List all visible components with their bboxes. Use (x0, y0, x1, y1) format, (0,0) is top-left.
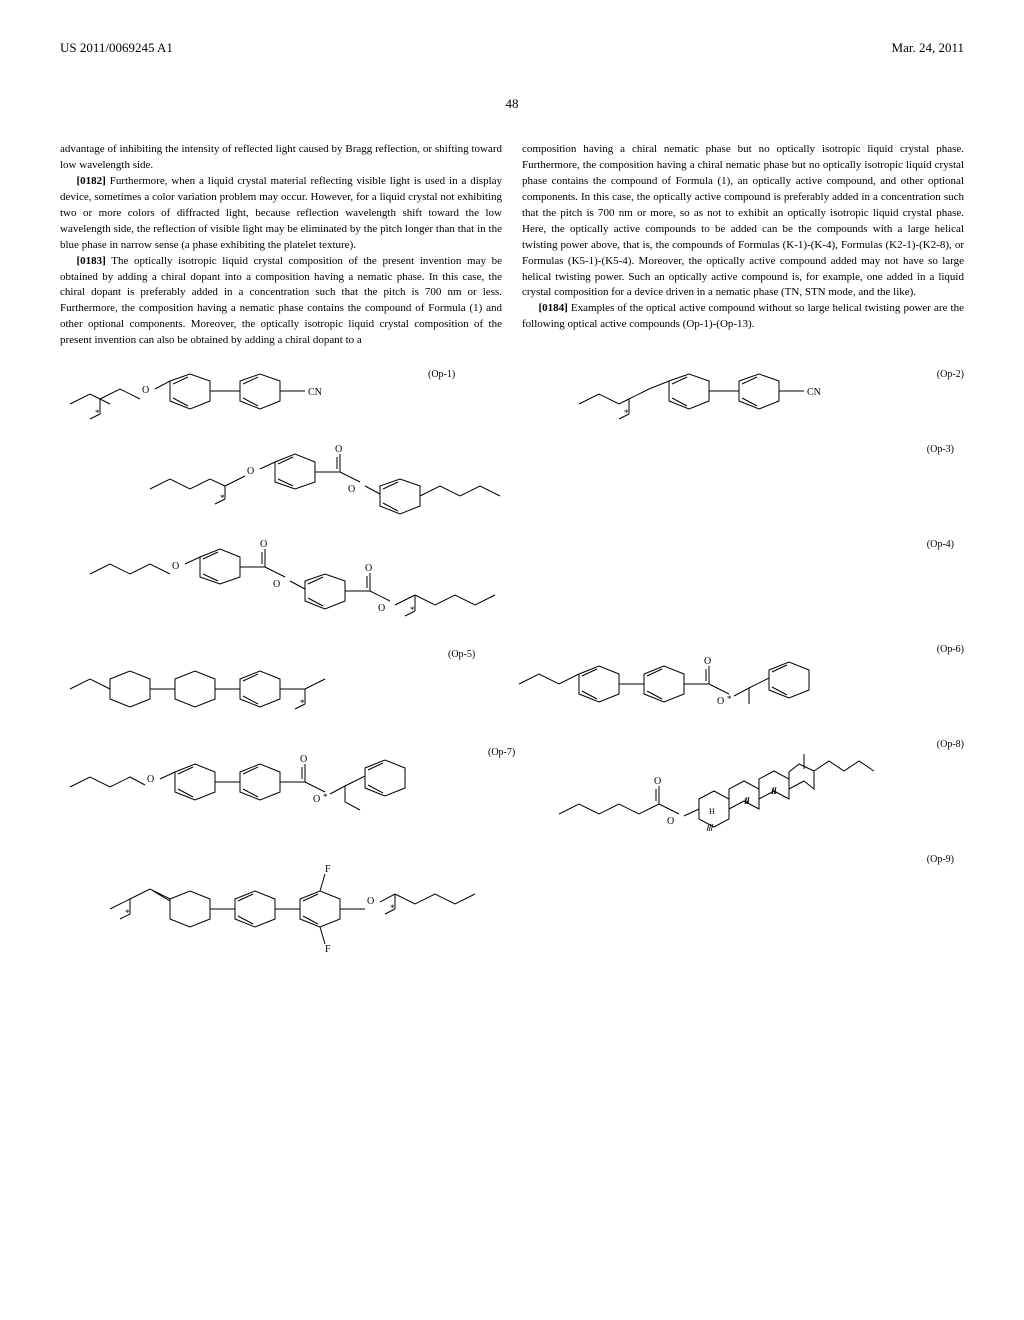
para-num-0183: [0183] (77, 255, 106, 267)
structure-row-6: * F F O * (Op-9) (60, 854, 964, 954)
structure-op7: O O O * (Op-7) (60, 747, 515, 832)
svg-text:O: O (260, 539, 267, 550)
svg-text:O: O (365, 563, 372, 574)
svg-text:CN: CN (308, 387, 322, 398)
op4-label: (Op-4) (927, 539, 954, 550)
para-num-0184: [0184] (539, 302, 568, 314)
svg-text:*: * (125, 908, 130, 918)
svg-text:O: O (367, 896, 374, 907)
op9-label: (Op-9) (927, 854, 954, 865)
chemical-structures: * O CN (Op-1) * (60, 369, 964, 954)
op9-svg: * F F O * (100, 854, 660, 954)
svg-text:*: * (95, 408, 100, 418)
op4-svg: O O O O O * (80, 539, 730, 629)
para-0183-text: The optically isotropic liquid crystal c… (60, 255, 502, 347)
structure-op2: * CN (Op-2) (569, 369, 964, 429)
svg-text:O: O (378, 603, 385, 614)
svg-text:F: F (325, 864, 331, 875)
svg-text:O: O (147, 774, 154, 785)
svg-text:*: * (727, 694, 732, 704)
structure-op4: O O O O O * (80, 539, 730, 629)
para-0184-text: Examples of the optical active compound … (522, 302, 964, 330)
structure-op5: * (Op-5) (60, 649, 475, 719)
svg-text:O: O (667, 816, 674, 827)
para-cont: advantage of inhibiting the intensity of… (60, 142, 502, 174)
structure-row-1: * O CN (Op-1) * (60, 369, 964, 429)
op3-label: (Op-3) (927, 444, 954, 455)
op2-svg: * CN (569, 369, 929, 429)
op1-label: (Op-1) (428, 369, 455, 380)
svg-text:*: * (300, 698, 305, 708)
svg-text:*: * (624, 408, 629, 418)
page-header: US 2011/0069245 A1 Mar. 24, 2011 (60, 40, 964, 56)
op6-svg: O O * (509, 644, 929, 724)
op2-label: (Op-2) (937, 369, 964, 380)
svg-text:*: * (410, 605, 415, 615)
svg-text:O: O (142, 385, 149, 396)
structure-row-3: O O O O O * (60, 539, 964, 629)
op5-svg: * (60, 649, 440, 719)
op6-label: (Op-6) (937, 644, 964, 655)
op7-svg: O O O * (60, 747, 480, 832)
structure-op6: O O * (Op-6) (509, 644, 964, 724)
structure-row-4: * (Op-5) O O * (60, 644, 964, 724)
svg-text:O: O (247, 466, 254, 477)
structure-row-2: * O O O (Op-3) (60, 444, 964, 524)
structure-row-5: O O O * (Op-7) (60, 739, 964, 839)
svg-text:O: O (273, 579, 280, 590)
svg-text:H: H (709, 807, 715, 816)
text-columns: advantage of inhibiting the intensity of… (60, 142, 964, 349)
para-0182-text: Furthermore, when a liquid crystal mater… (60, 175, 502, 251)
para-0184: [0184] Examples of the optical active co… (522, 301, 964, 333)
para-num-0182: [0182] (77, 175, 106, 187)
svg-text:*: * (220, 493, 225, 503)
structure-op1: * O CN (Op-1) (60, 369, 455, 429)
right-column: composition having a chiral nematic phas… (522, 142, 964, 349)
structure-op8: O O H H H (Op-8) (549, 739, 964, 839)
svg-text:*: * (323, 792, 328, 802)
svg-text:O: O (172, 561, 179, 572)
svg-text:O: O (300, 754, 307, 765)
op8-svg: O O H H H (549, 739, 929, 839)
op7-label: (Op-7) (488, 747, 515, 758)
header-right: Mar. 24, 2011 (892, 40, 964, 56)
op1-svg: * O CN (60, 369, 420, 429)
header-left: US 2011/0069245 A1 (60, 40, 173, 56)
op5-label: (Op-5) (448, 649, 475, 660)
para-0183: [0183] The optically isotropic liquid cr… (60, 254, 502, 350)
para-cont-2: composition having a chiral nematic phas… (522, 142, 964, 301)
op3-svg: * O O O (140, 444, 640, 524)
svg-text:O: O (704, 656, 711, 667)
svg-text:O: O (335, 444, 342, 455)
structure-op9: * F F O * (100, 854, 660, 954)
left-column: advantage of inhibiting the intensity of… (60, 142, 502, 349)
structure-op3: * O O O (140, 444, 640, 524)
page-number: 48 (60, 96, 964, 112)
svg-text:*: * (390, 903, 395, 913)
svg-text:O: O (313, 794, 320, 805)
para-0182: [0182] Furthermore, when a liquid crysta… (60, 174, 502, 254)
svg-text:F: F (325, 944, 331, 954)
op8-label: (Op-8) (937, 739, 964, 750)
svg-text:CN: CN (807, 387, 821, 398)
svg-text:O: O (717, 696, 724, 707)
svg-text:O: O (348, 484, 355, 495)
svg-text:O: O (654, 776, 661, 787)
